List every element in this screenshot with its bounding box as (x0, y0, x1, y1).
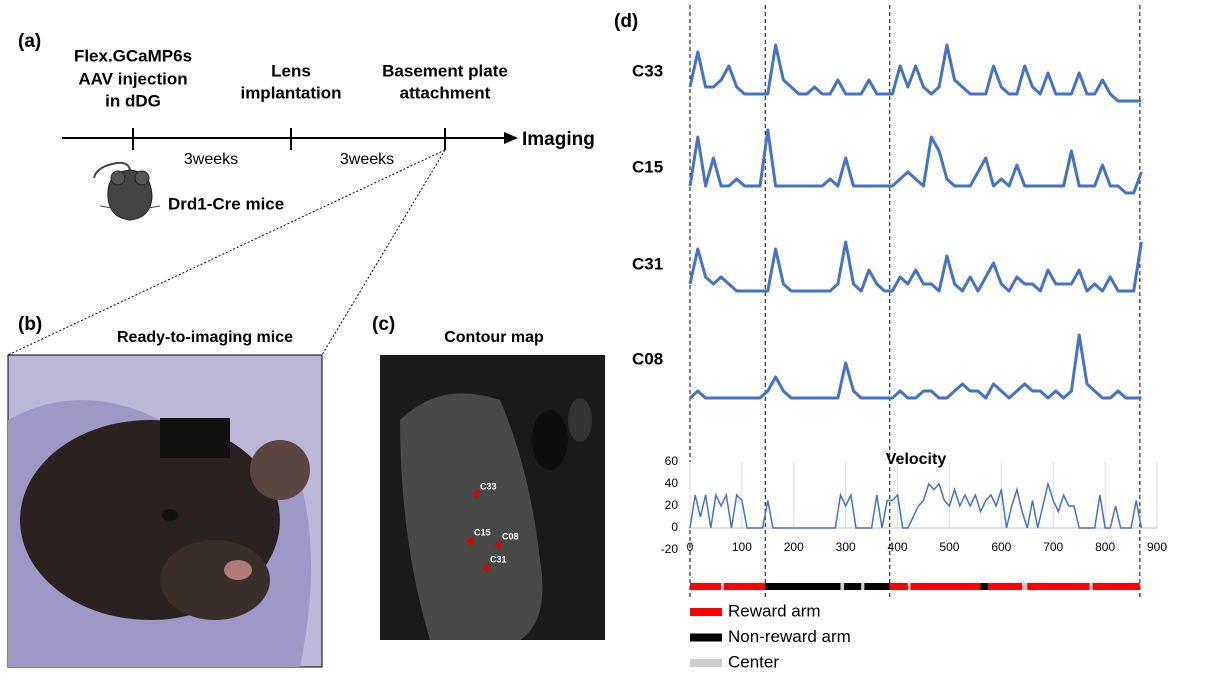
x-tick-label: 0 (687, 540, 694, 554)
legend-label: Reward arm (728, 601, 821, 620)
x-tick-label: 700 (1043, 540, 1063, 554)
cell-label: C15 (474, 527, 491, 537)
arm-segment (1022, 583, 1028, 590)
cell-marker (494, 540, 502, 550)
arm-segment (721, 583, 724, 590)
panel-label: (d) (614, 11, 638, 32)
arm-segment (907, 583, 911, 590)
x-tick-label: 100 (732, 540, 752, 554)
contour-image (380, 355, 605, 640)
arm-segment (840, 583, 845, 590)
cell-label: C33 (480, 481, 497, 491)
legend-label: Non-reward arm (728, 627, 851, 646)
mouse-icon (93, 161, 161, 221)
arm-segment (1092, 583, 1140, 590)
trace-label: C15 (632, 157, 663, 176)
legend-swatch (690, 659, 722, 667)
trace (688, 240, 1143, 293)
trace (688, 128, 1143, 195)
cell-label: C08 (502, 531, 519, 541)
legend-swatch (690, 608, 722, 616)
arm-segment (723, 583, 766, 590)
arm-segment (844, 583, 862, 590)
step-text: attachment (400, 83, 491, 102)
legend-label: Center (728, 652, 779, 671)
panel-label: (c) (372, 314, 395, 335)
arm-segment (861, 583, 865, 590)
interval-label: 3weeks (340, 151, 394, 168)
arm-segment (910, 583, 981, 590)
cell-marker (482, 563, 490, 573)
chart-title: Velocity (886, 451, 947, 468)
y-tick-label: 20 (665, 498, 679, 512)
step-text: in dDG (105, 91, 161, 110)
arm-segment (988, 583, 1023, 590)
trace (688, 333, 1142, 400)
x-tick-label: 800 (1095, 540, 1115, 554)
trace-label: C08 (632, 349, 663, 368)
trace (688, 43, 1142, 103)
trace-label: C33 (632, 61, 663, 80)
cell-label: C31 (490, 554, 507, 564)
arm-segment (1027, 583, 1090, 590)
y-tick-label: 60 (665, 454, 679, 468)
step-text: implantation (240, 83, 341, 102)
panel-label: (a) (18, 31, 41, 52)
end-label: Imaging (522, 129, 595, 150)
cell-marker (466, 536, 474, 546)
x-tick-label: 300 (836, 540, 856, 554)
zoom-line (7, 149, 446, 356)
arm-segment (889, 583, 908, 590)
x-tick-label: 500 (939, 540, 959, 554)
step-text: Flex.GCaMP6s (74, 46, 192, 65)
x-tick-label: 200 (784, 540, 804, 554)
x-tick-label: 600 (991, 540, 1011, 554)
arm-segment (690, 583, 722, 590)
cell-marker (472, 489, 480, 499)
arm-segment (1089, 583, 1093, 590)
step-text: AAV injection (78, 69, 187, 88)
step-text: Lens (271, 61, 311, 80)
arm-segment (765, 583, 841, 590)
velocity-line (689, 481, 1143, 529)
legend-swatch (690, 633, 722, 642)
y-tick-label: 0 (671, 520, 678, 534)
panel-label: (b) (18, 314, 42, 335)
mouse-label: Drd1-Cre mice (168, 194, 284, 213)
y-tick-label: -20 (661, 542, 679, 556)
step-text: Basement plate (382, 61, 508, 80)
mouse-photo (7, 354, 323, 668)
y-tick-label: 40 (665, 476, 679, 490)
trace-label: C31 (632, 254, 663, 273)
arm-segment (864, 583, 890, 590)
arrow-head (504, 132, 518, 144)
arm-segment (980, 583, 989, 590)
interval-label: 3weeks (184, 151, 238, 168)
panel-title: Contour map (444, 329, 544, 346)
panel-title: Ready-to-imaging mice (117, 329, 293, 346)
x-tick-label: 900 (1147, 540, 1167, 554)
x-tick-label: 400 (888, 540, 908, 554)
